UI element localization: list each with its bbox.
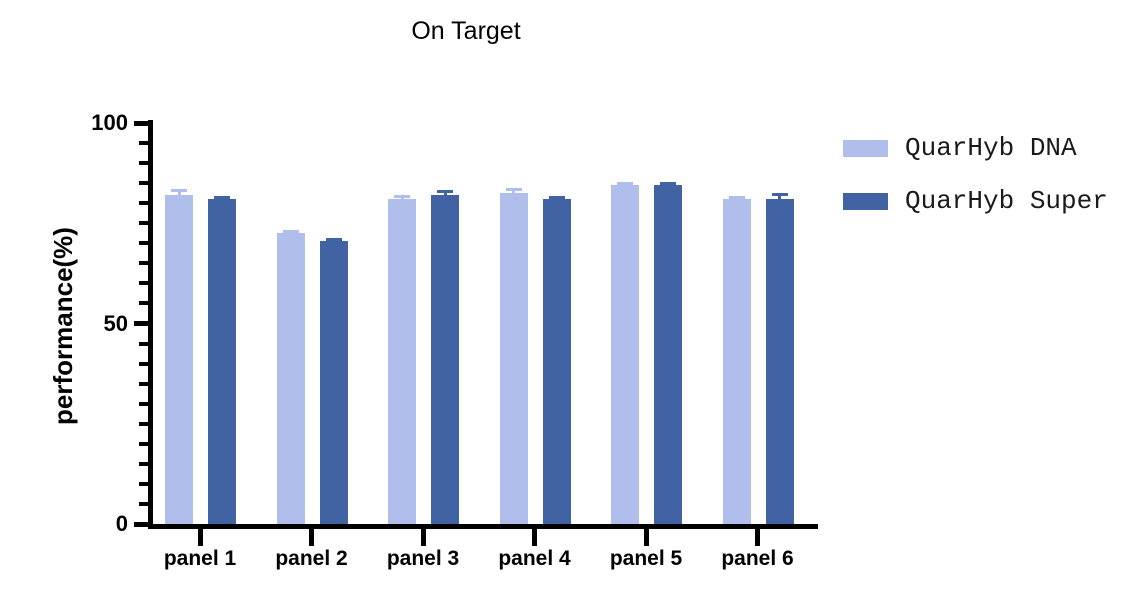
error-bar-cap: [214, 196, 230, 200]
x-tick: [755, 529, 760, 546]
y-minor-tick: [139, 361, 148, 366]
y-major-tick: [134, 120, 148, 126]
x-tick-label: panel 1: [163, 547, 237, 570]
y-minor-tick: [139, 441, 148, 446]
y-minor-tick: [139, 461, 148, 466]
y-minor-tick: [139, 381, 148, 386]
error-bar-line: [555, 197, 558, 204]
bar: [654, 185, 682, 524]
x-tick: [309, 529, 314, 546]
error-bar-line: [400, 196, 404, 204]
error-bar-cap: [548, 196, 565, 200]
bar: [765, 199, 794, 524]
bar: [722, 199, 751, 524]
y-minor-tick: [139, 141, 148, 146]
y-tick-label: 50: [103, 310, 128, 336]
bar: [276, 233, 305, 524]
error-bar-line: [735, 197, 738, 204]
y-minor-tick: [139, 401, 148, 406]
x-tick-label: panel 2: [275, 547, 348, 570]
y-axis-line: [148, 120, 153, 529]
error-bar-line: [512, 189, 515, 198]
error-bar-line: [623, 183, 627, 190]
x-tick: [643, 529, 649, 546]
bar: [431, 195, 459, 524]
bar: [611, 185, 639, 524]
legend-swatch-quarhyb-dna: [843, 140, 888, 157]
error-bar-cap: [171, 188, 187, 192]
error-bar-line: [177, 190, 181, 200]
y-minor-tick: [139, 241, 148, 246]
y-tick-label: 0: [115, 511, 128, 536]
error-bar-line: [289, 231, 292, 238]
x-tick-label: panel 4: [498, 547, 571, 570]
x-tick-label: panel 6: [721, 547, 794, 570]
bar: [208, 199, 236, 524]
y-minor-tick: [139, 201, 148, 206]
error-bar-line: [666, 183, 670, 190]
error-bar-cap: [660, 181, 676, 185]
x-tick: [420, 529, 426, 546]
bar: [542, 199, 571, 524]
error-bar-cap: [617, 182, 633, 186]
error-bar-line: [332, 239, 335, 246]
y-minor-tick: [139, 501, 148, 506]
legend-label-quarhyb-dna: QuarHyb DNA: [905, 133, 1077, 163]
error-bar-line: [220, 197, 224, 204]
error-bar-cap: [728, 196, 745, 200]
error-bar-cap: [505, 187, 522, 191]
y-minor-tick: [139, 421, 148, 426]
y-minor-tick: [139, 261, 148, 266]
bar: [388, 199, 416, 524]
y-minor-tick: [139, 181, 148, 186]
y-minor-tick: [139, 481, 148, 486]
error-bar-line: [778, 194, 781, 204]
chart-title: On Target: [411, 17, 521, 45]
y-tick-label: 100: [91, 110, 128, 135]
bar: [499, 193, 528, 524]
y-major-tick: [134, 521, 148, 527]
error-bar-cap: [394, 195, 410, 199]
error-bar-cap: [771, 193, 788, 197]
legend-swatch-quarhyb-super: [843, 193, 888, 210]
y-major-tick: [134, 321, 148, 326]
bar: [165, 195, 193, 524]
bar: [319, 241, 348, 524]
legend-label-quarhyb-super: QuarHyb Super: [905, 186, 1108, 216]
x-tick: [532, 529, 537, 546]
x-tick-label: panel 3: [386, 547, 460, 570]
error-bar-line: [443, 191, 447, 200]
y-minor-tick: [139, 161, 148, 166]
error-bar-cap: [282, 229, 299, 233]
y-minor-tick: [139, 281, 148, 286]
x-axis-line: [148, 524, 818, 529]
x-tick: [197, 529, 203, 546]
error-bar-cap: [325, 238, 342, 242]
y-minor-tick: [139, 221, 148, 226]
x-tick-label: panel 5: [609, 547, 683, 570]
y-minor-tick: [139, 301, 148, 306]
y-minor-tick: [139, 341, 148, 346]
error-bar-cap: [437, 189, 453, 193]
